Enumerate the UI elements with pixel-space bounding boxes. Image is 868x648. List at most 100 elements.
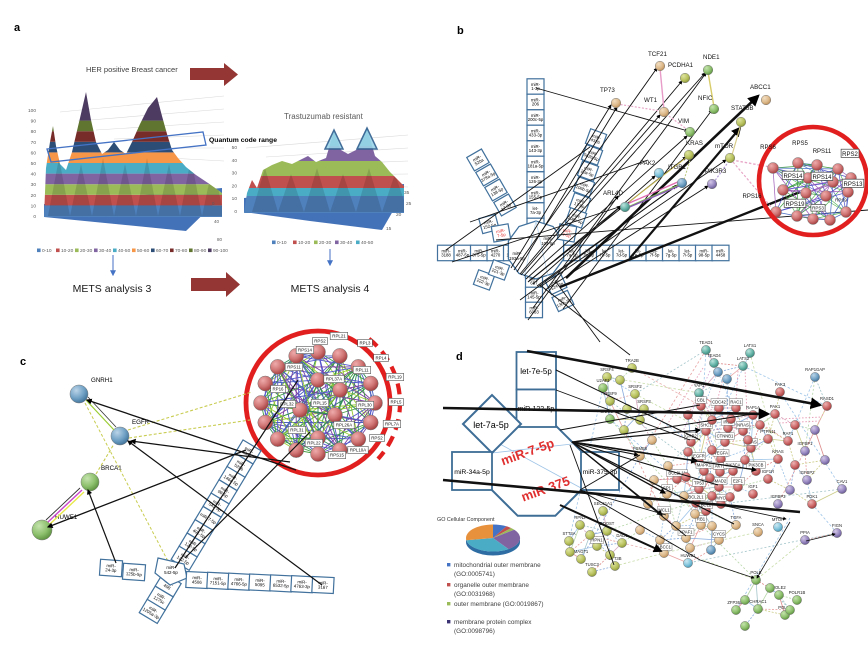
svg-text:miR-: miR- [234,577,244,583]
svg-text:miR-: miR- [588,149,599,157]
svg-text:50: 50 [232,145,238,151]
svg-text:106a-5p: 106a-5p [567,215,584,225]
svg-text:0-10: 0-10 [42,248,52,254]
svg-text:1-3p: 1-3p [531,86,540,91]
svg-text:ABCC1: ABCC1 [657,545,672,550]
svg-text:PAK2: PAK2 [640,160,656,167]
svg-text:20-30: 20-30 [80,248,93,254]
svg-text:RAC1: RAC1 [730,400,742,405]
svg-text:SMAD2: SMAD2 [712,479,727,484]
svg-text:MAGT1: MAGT1 [574,549,589,554]
svg-text:10: 10 [31,203,37,209]
svg-text:40-50: 40-50 [361,240,374,246]
svg-text:miR-: miR- [491,248,501,253]
svg-text:miR-375-3p: miR-375-3p [583,469,618,476]
svg-text:ITGB1: ITGB1 [668,164,686,171]
svg-text:miR-: miR- [562,228,572,235]
svg-text:miR-: miR- [543,236,553,241]
svg-text:BCL2: BCL2 [701,503,712,508]
svg-text:AKT1: AKT1 [715,464,726,469]
svg-text:let-: let- [668,248,675,253]
svg-text:b: b [457,25,464,37]
svg-text:miR-: miR- [529,290,539,295]
svg-text:70-80: 70-80 [175,248,188,254]
svg-text:4326: 4326 [590,137,601,145]
svg-text:RPS5: RPS5 [792,141,808,147]
svg-text:80: 80 [31,129,37,135]
svg-text:0: 0 [212,201,215,206]
svg-text:80: 80 [217,237,223,242]
svg-text:NFIC: NFIC [698,95,713,102]
svg-text:miR-: miR- [458,248,468,253]
svg-text:let-: let- [533,206,540,211]
svg-text:4763-3p: 4763-3p [294,583,311,589]
svg-text:35: 35 [404,190,410,196]
svg-text:EGFR: EGFR [132,419,150,426]
svg-text:organelle outer membrane: organelle outer membrane [454,582,529,589]
svg-text:let-: let- [569,248,576,253]
svg-text:RPS16: RPS16 [742,194,762,200]
svg-text:10-20: 10-20 [61,248,74,254]
svg-text:125b-5p: 125b-5p [126,571,143,577]
svg-text:IGFBP3: IGFBP3 [771,494,787,499]
svg-text:RPS9: RPS9 [835,198,847,203]
svg-text:20: 20 [31,193,37,199]
svg-text:miR-: miR- [499,198,510,207]
svg-text:RPN2: RPN2 [574,515,586,520]
svg-text:375-5p: 375-5p [472,253,486,258]
svg-text:Quantum code range: Quantum code range [209,137,277,144]
svg-text:3167: 3167 [318,585,329,591]
svg-text:TEAD1: TEAD1 [699,340,713,345]
svg-text:miR-: miR- [580,181,591,189]
svg-text:RPL31: RPL31 [290,428,304,433]
svg-text:50: 50 [31,161,37,167]
svg-text:7f-5p: 7f-5p [650,253,660,258]
svg-text:HER positive Breast cancer: HER positive Breast cancer [86,65,178,74]
svg-text:(GO:0005741): (GO:0005741) [454,571,495,578]
svg-text:(GO:0031968): (GO:0031968) [454,591,495,598]
svg-text:EGFR: EGFR [693,454,705,459]
svg-text:BCL2L1: BCL2L1 [688,495,704,500]
svg-text:10-20: 10-20 [298,240,311,246]
svg-text:130b-5p: 130b-5p [556,297,573,308]
svg-text:RPS15: RPS15 [330,453,344,458]
svg-text:let-: let- [602,248,609,253]
svg-text:40: 40 [31,172,37,178]
svg-text:6083: 6083 [529,310,539,315]
svg-text:30-40: 30-40 [340,240,353,246]
svg-text:miR-: miR- [716,248,726,253]
svg-text:181a-5p: 181a-5p [528,164,544,169]
svg-text:RPL32: RPL32 [280,402,294,407]
svg-text:155-5p: 155-5p [529,195,543,200]
svg-text:STT3B: STT3B [608,556,621,561]
svg-text:METS analysis 4: METS analysis 4 [291,283,370,295]
svg-text:RPL22: RPL22 [307,441,321,446]
svg-text:POLE: POLE [750,570,761,575]
svg-text:7a-3p: 7a-3p [530,210,542,215]
svg-text:miR-: miR- [192,575,202,581]
svg-text:TP53: TP53 [694,481,705,486]
svg-text:30: 30 [232,171,238,177]
svg-text:145-5p: 145-5p [527,295,541,300]
svg-text:20a-5p: 20a-5p [580,168,595,177]
svg-text:487-5p: 487-5p [456,253,470,258]
svg-text:7d-5p: 7d-5p [616,253,628,258]
svg-text:40: 40 [214,219,220,224]
svg-text:miR-: miR- [496,228,506,235]
svg-text:0-10: 0-10 [277,240,287,246]
svg-text:7c-5p: 7c-5p [600,253,611,258]
svg-text:60-70: 60-70 [156,248,169,254]
svg-text:let-: let- [652,248,659,253]
svg-text:90-100: 90-100 [213,248,228,254]
svg-text:25: 25 [406,201,412,207]
svg-text:0: 0 [234,209,237,215]
svg-text:mTOR: mTOR [715,143,734,150]
svg-text:SNCA: SNCA [752,522,764,527]
svg-text:LATS2: LATS2 [737,356,750,361]
svg-text:20: 20 [232,183,238,189]
svg-text:4270: 4270 [491,253,501,258]
svg-text:METS analysis 3: METS analysis 3 [73,283,152,295]
svg-text:TGFA: TGFA [731,515,742,520]
svg-text:POLR1B: POLR1B [789,590,806,595]
svg-text:miR-: miR- [480,274,491,282]
